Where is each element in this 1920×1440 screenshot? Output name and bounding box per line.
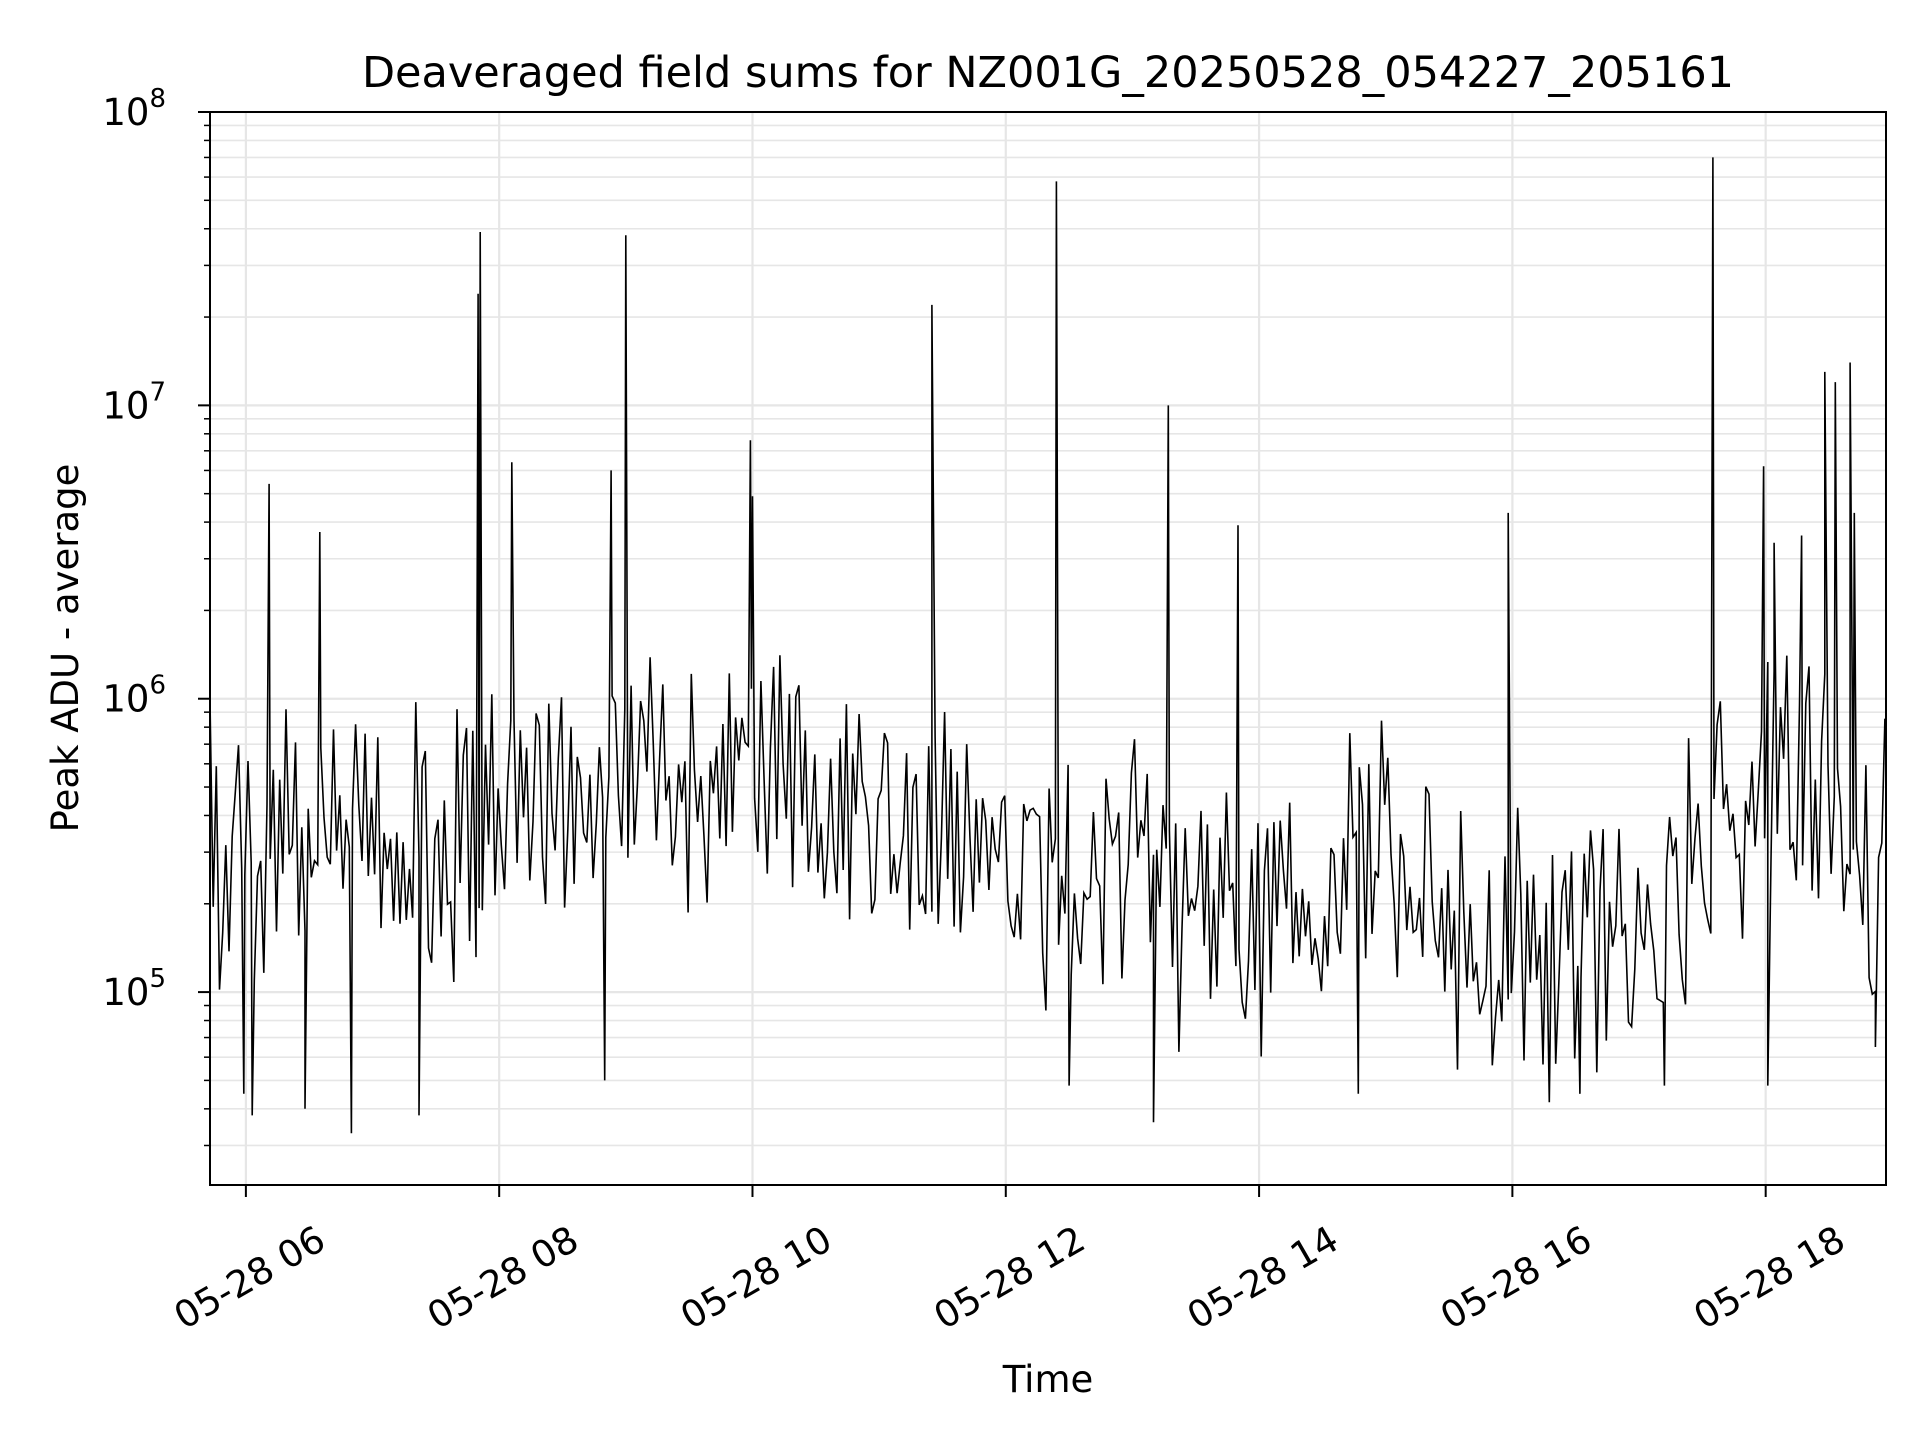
- x-tick-label: 05-28 12: [927, 1218, 1093, 1338]
- x-tick-label: 05-28 10: [673, 1218, 839, 1338]
- series-line: [209, 157, 1886, 1134]
- x-tick-label: 05-28 16: [1433, 1218, 1599, 1338]
- chart-title: Deaveraged field sums for NZ001G_2025052…: [362, 48, 1734, 98]
- x-axis-label: Time: [1002, 1358, 1094, 1401]
- plot-frame: [209, 111, 1887, 1186]
- x-tick-label: 05-28 08: [420, 1218, 586, 1338]
- x-axis: 05-28 06 05-28 08 05-28 10 05-28 12 05-28 14…: [167, 1185, 1852, 1338]
- grid: [210, 110, 1886, 1185]
- x-tick-label: 05-28 06: [167, 1218, 333, 1338]
- y-tick-label: 108: [102, 84, 166, 134]
- series-layer: [209, 157, 1886, 1134]
- y-axis: 105 106 107 108: [102, 84, 210, 1147]
- y-axis-label: Peak ADU - average: [44, 464, 87, 833]
- y-tick-label: 107: [102, 377, 166, 427]
- y-tick-label: 105: [102, 964, 166, 1014]
- x-tick-label: 05-28 18: [1687, 1218, 1853, 1338]
- x-tick-label: 05-28 14: [1180, 1218, 1346, 1338]
- y-tick-label: 106: [102, 671, 166, 721]
